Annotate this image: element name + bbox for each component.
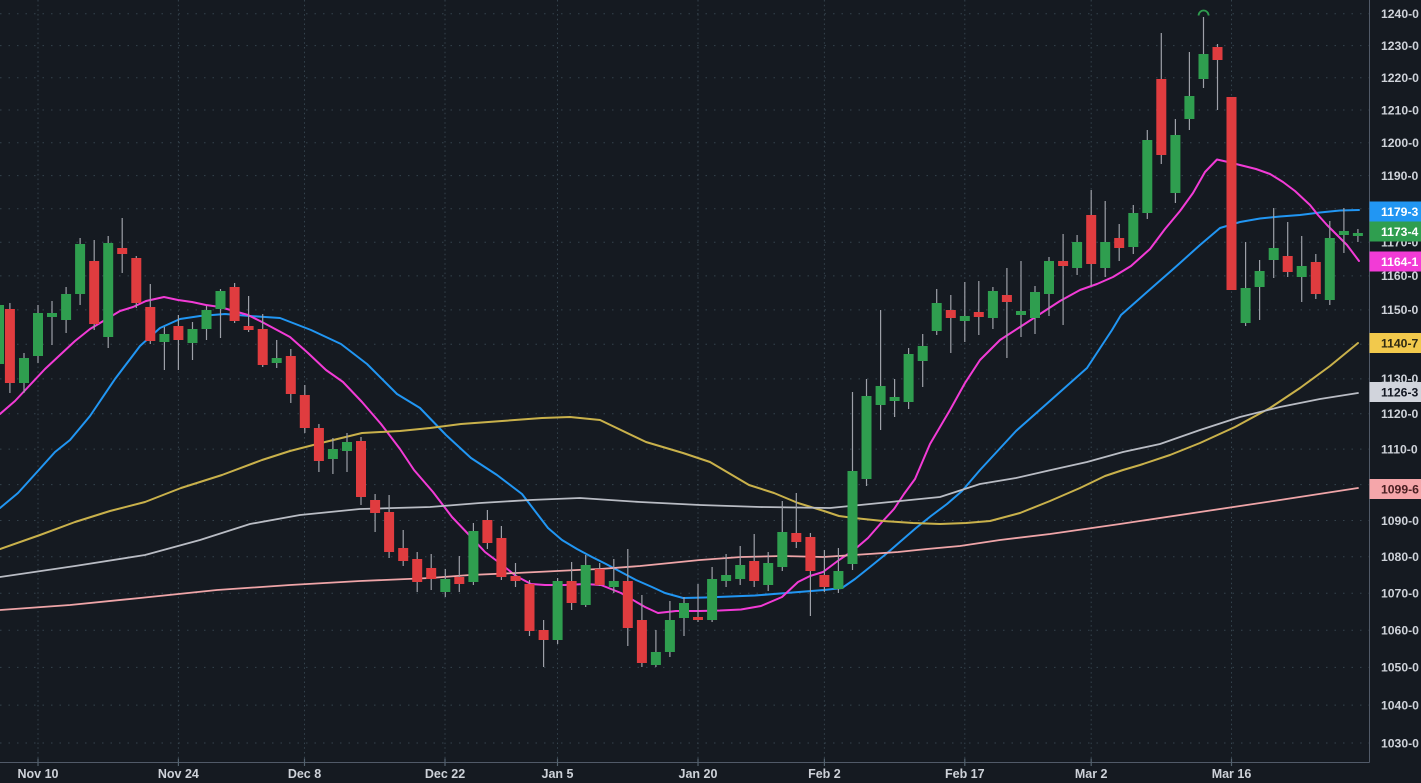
svg-text:1173-4: 1173-4 bbox=[1381, 225, 1418, 239]
svg-text:1080-0: 1080-0 bbox=[1381, 550, 1419, 564]
svg-text:1099-6: 1099-6 bbox=[1381, 482, 1419, 496]
svg-text:1050-0: 1050-0 bbox=[1381, 661, 1419, 675]
svg-text:Nov 10: Nov 10 bbox=[18, 767, 59, 781]
svg-text:Jan 5: Jan 5 bbox=[542, 767, 574, 781]
svg-text:1240-0: 1240-0 bbox=[1381, 7, 1419, 21]
svg-text:1164-1: 1164-1 bbox=[1381, 255, 1418, 269]
svg-text:1150-0: 1150-0 bbox=[1381, 303, 1418, 317]
svg-text:Dec 22: Dec 22 bbox=[425, 767, 465, 781]
svg-text:1210-0: 1210-0 bbox=[1381, 103, 1419, 117]
svg-text:1220-0: 1220-0 bbox=[1381, 71, 1419, 85]
svg-text:Feb 17: Feb 17 bbox=[945, 767, 985, 781]
svg-text:1110-0: 1110-0 bbox=[1381, 442, 1418, 456]
svg-text:1230-0: 1230-0 bbox=[1381, 39, 1419, 53]
svg-text:1190-0: 1190-0 bbox=[1381, 169, 1418, 183]
svg-text:Mar 2: Mar 2 bbox=[1075, 767, 1108, 781]
svg-text:Jan 20: Jan 20 bbox=[679, 767, 718, 781]
svg-text:1030-0: 1030-0 bbox=[1381, 736, 1419, 750]
svg-text:1140-7: 1140-7 bbox=[1381, 336, 1418, 350]
svg-text:Mar 16: Mar 16 bbox=[1212, 767, 1252, 781]
svg-text:Feb 2: Feb 2 bbox=[808, 767, 841, 781]
svg-text:Dec 8: Dec 8 bbox=[288, 767, 321, 781]
svg-text:1200-0: 1200-0 bbox=[1381, 136, 1419, 150]
svg-text:1070-0: 1070-0 bbox=[1381, 587, 1419, 601]
svg-text:1040-0: 1040-0 bbox=[1381, 698, 1419, 712]
svg-text:1060-0: 1060-0 bbox=[1381, 624, 1419, 638]
svg-text:1160-0: 1160-0 bbox=[1381, 269, 1418, 283]
svg-text:1120-0: 1120-0 bbox=[1381, 407, 1418, 421]
svg-text:1090-0: 1090-0 bbox=[1381, 514, 1419, 528]
svg-text:Nov 24: Nov 24 bbox=[158, 767, 199, 781]
svg-text:1179-3: 1179-3 bbox=[1381, 205, 1418, 219]
svg-text:1126-3: 1126-3 bbox=[1381, 385, 1418, 399]
